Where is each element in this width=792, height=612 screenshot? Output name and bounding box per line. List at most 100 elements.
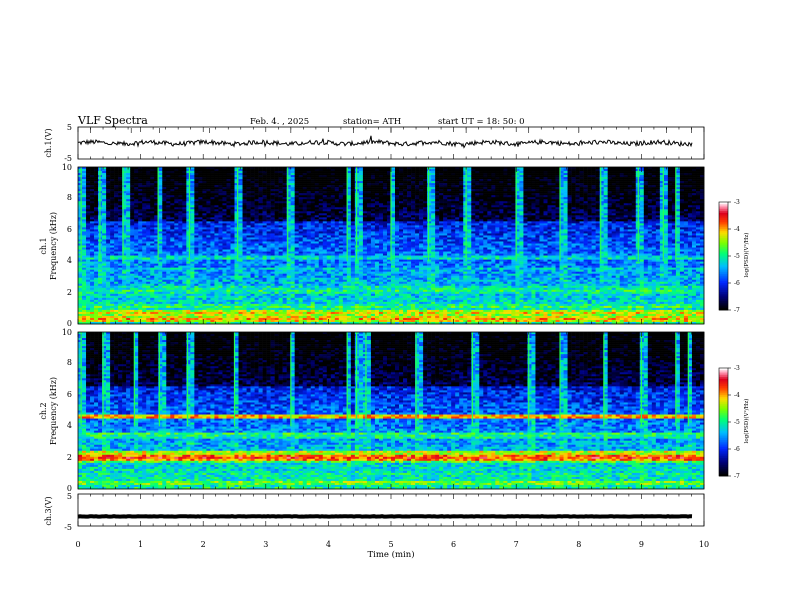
spectrogram-cell (174, 233, 178, 235)
spectrogram-cell (114, 233, 118, 235)
spectrogram-cell (114, 276, 118, 278)
spectrogram-cell (126, 288, 130, 290)
spectrogram-cell (210, 213, 214, 215)
spectrogram-cell (263, 187, 267, 189)
spectrogram-cell (82, 296, 86, 298)
spectrogram-cell (307, 302, 311, 304)
spectrogram-cell (307, 217, 311, 219)
spectrogram-cell (114, 221, 118, 223)
spectrogram-cell (315, 258, 319, 260)
spectrogram-cell (279, 260, 283, 262)
spectrogram-cell (194, 256, 198, 258)
spectrogram-cell (86, 235, 90, 237)
spectrogram-cell (198, 260, 202, 262)
spectrogram-cell (178, 225, 182, 227)
spectrogram-cell (291, 318, 295, 320)
spectrogram-cell (259, 243, 263, 245)
spectrogram-cell (291, 215, 295, 217)
spectrogram-cell (279, 209, 283, 211)
spectrogram-cell (142, 266, 146, 268)
spectrogram-cell (162, 292, 166, 294)
spectrogram-cell (331, 197, 335, 199)
spectrogram-cell (311, 225, 315, 227)
spectrogram-cell (210, 227, 214, 229)
spectrogram-cell (295, 306, 299, 308)
spectrogram-cell (78, 294, 82, 296)
spectrogram-cell (303, 276, 307, 278)
spectrogram-cell (315, 292, 319, 294)
spectrogram-cell (279, 181, 283, 183)
spectrogram-cell (275, 207, 279, 209)
spectrogram-cell (311, 187, 315, 189)
spectrogram-cell (218, 173, 222, 175)
spectrogram-cell (206, 316, 210, 318)
spectrogram-cell (210, 278, 214, 280)
spectrogram-cell (267, 187, 271, 189)
spectrogram-cell (206, 209, 210, 211)
spectrogram-cell (218, 288, 222, 290)
spectrogram-cell (162, 175, 166, 177)
spectrogram-cell (323, 195, 327, 197)
spectrogram-cell (263, 195, 267, 197)
spectrogram-cell (279, 298, 283, 300)
spectrogram-cell (170, 266, 174, 268)
spectrogram-cell (255, 308, 259, 310)
spectrogram-cell (182, 183, 186, 185)
spectrogram-cell (319, 250, 323, 252)
spectrogram-cell (114, 213, 118, 215)
spectrogram-cell (263, 276, 267, 278)
spectrogram-cell (210, 183, 214, 185)
spectrogram-cell (190, 254, 194, 256)
spectrogram-cell (110, 193, 114, 195)
spectrogram-cell (243, 276, 247, 278)
spectrogram-cell (222, 258, 226, 260)
spectrogram-cell (146, 199, 150, 201)
spectrogram-cell (267, 183, 271, 185)
spectrogram-cell (90, 211, 94, 213)
spectrogram-cell (210, 258, 214, 260)
spectrogram-cell (82, 233, 86, 235)
spectrogram-cell (222, 320, 226, 322)
spectrogram-cell (130, 183, 134, 185)
spectrogram-cell (210, 248, 214, 250)
spectrogram-cell (327, 318, 331, 320)
spectrogram-cell (110, 209, 114, 211)
spectrogram-cell (182, 268, 186, 270)
spectrogram-cell (235, 306, 239, 308)
spectrogram-cell (299, 177, 303, 179)
spectrogram-cell (319, 304, 323, 306)
spectrogram-cell (122, 286, 126, 288)
spectrogram-cell (239, 250, 243, 252)
spectrogram-cell (178, 241, 182, 243)
spectrogram-cell (86, 306, 90, 308)
spectrogram-cell (279, 243, 283, 245)
spectrogram-cell (106, 310, 110, 312)
spectrogram-cell (295, 171, 299, 173)
spectrogram-cell (186, 276, 190, 278)
spectrogram-cell (206, 191, 210, 193)
spectrogram-cell (323, 316, 327, 318)
spectrogram-cell (263, 264, 267, 266)
spectrogram-cell (190, 290, 194, 292)
spectrogram-cell (251, 195, 255, 197)
spectrogram-cell (126, 191, 130, 193)
spectrogram-cell (214, 310, 218, 312)
spectrogram-cell (118, 250, 122, 252)
spectrogram-cell (275, 306, 279, 308)
spectrogram-cell (271, 213, 275, 215)
spectrogram-cell (82, 189, 86, 191)
spectrogram-cell (90, 241, 94, 243)
spectrogram-cell (198, 189, 202, 191)
spectrogram-cell (230, 246, 234, 248)
spectrogram-cell (239, 177, 243, 179)
spectrogram-cell (226, 258, 230, 260)
spectrogram-cell (194, 298, 198, 300)
spectrogram-cell (114, 231, 118, 233)
spectrogram-cell (174, 237, 178, 239)
spectrogram-cell (178, 262, 182, 264)
spectrogram-cell (235, 266, 239, 268)
spectrogram-cell (178, 304, 182, 306)
spectrogram-cell (82, 175, 86, 177)
spectrogram-cell (214, 197, 218, 199)
spectrogram-cell (226, 304, 230, 306)
